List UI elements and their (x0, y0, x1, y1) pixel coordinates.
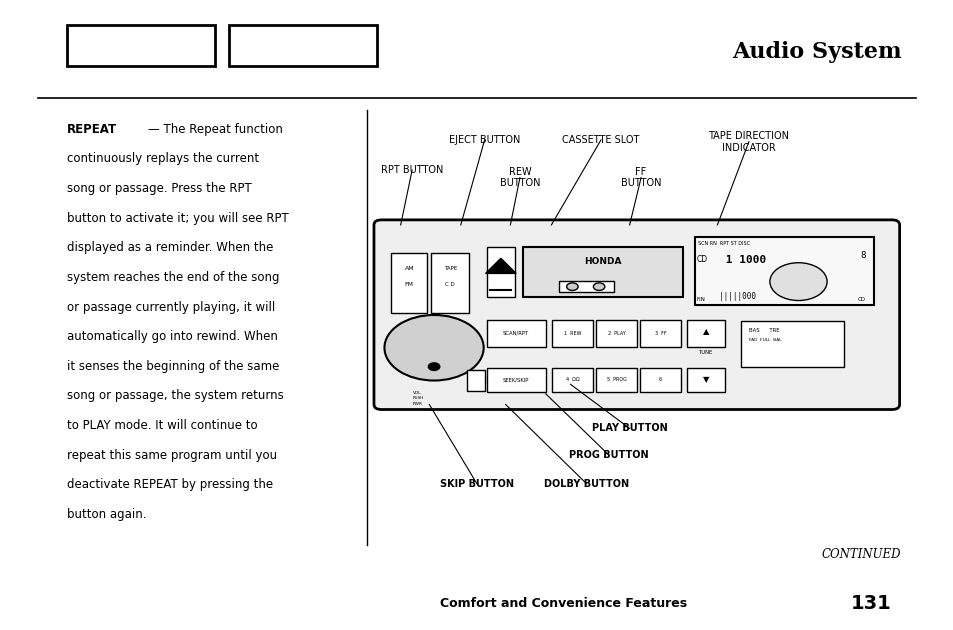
Bar (391, 253, 427, 313)
Text: 1 1000: 1 1000 (719, 255, 766, 265)
Circle shape (769, 263, 826, 301)
Circle shape (566, 283, 578, 290)
Text: TUNE: TUNE (699, 350, 712, 355)
Bar (639, 368, 680, 392)
Text: EJECT BUTTON: EJECT BUTTON (449, 135, 519, 145)
Text: PWR: PWR (413, 402, 422, 406)
Text: VOL: VOL (413, 391, 421, 394)
Text: SCN RN  RPT ST DISC: SCN RN RPT ST DISC (698, 241, 750, 246)
Text: SCAN/RPT: SCAN/RPT (502, 331, 529, 336)
Text: TAPE: TAPE (443, 266, 456, 271)
FancyBboxPatch shape (374, 220, 899, 410)
Text: system reaches the end of the song: system reaches the end of the song (67, 271, 279, 284)
Text: CONTINUED: CONTINUED (821, 548, 901, 561)
Text: 5  PROG: 5 PROG (606, 377, 626, 382)
Text: to PLAY mode. It will continue to: to PLAY mode. It will continue to (67, 419, 257, 432)
Text: CD: CD (858, 297, 865, 302)
Circle shape (769, 329, 826, 367)
Bar (686, 368, 724, 392)
Text: PUSH: PUSH (413, 396, 424, 400)
Text: 1  REW: 1 REW (563, 331, 581, 336)
Bar (740, 321, 843, 367)
Bar (596, 320, 637, 347)
Text: SKIP BUTTON: SKIP BUTTON (439, 479, 514, 489)
Bar (639, 320, 680, 347)
Text: deactivate REPEAT by pressing the: deactivate REPEAT by pressing the (67, 478, 273, 491)
Bar (67, 25, 214, 66)
Bar (467, 370, 484, 391)
Text: 2  PLAY: 2 PLAY (607, 331, 625, 336)
Circle shape (384, 315, 483, 381)
Text: button again.: button again. (67, 508, 146, 521)
Bar (558, 281, 614, 292)
Polygon shape (485, 258, 516, 273)
Bar (431, 253, 469, 313)
Text: or passage currently playing, it will: or passage currently playing, it will (67, 301, 274, 314)
Bar (694, 237, 873, 305)
Text: Audio System: Audio System (731, 41, 901, 63)
Text: BAS      TRE: BAS TRE (748, 328, 779, 333)
Text: C D: C D (445, 282, 455, 287)
Text: 4  ΩΩ: 4 ΩΩ (565, 377, 579, 382)
Text: HONDA: HONDA (583, 256, 621, 266)
Text: DOLBY BUTTON: DOLBY BUTTON (543, 479, 629, 489)
Text: it senses the beginning of the same: it senses the beginning of the same (67, 360, 279, 373)
Text: ▲: ▲ (702, 328, 708, 336)
Circle shape (428, 363, 439, 370)
Bar (486, 320, 545, 347)
Text: displayed as a reminder. When the: displayed as a reminder. When the (67, 241, 273, 255)
Text: FF
BUTTON: FF BUTTON (620, 167, 660, 188)
Text: |||||000: |||||000 (719, 292, 756, 301)
Bar (486, 368, 545, 392)
Text: PLAY BUTTON: PLAY BUTTON (591, 423, 667, 433)
Text: Comfort and Convenience Features: Comfort and Convenience Features (439, 597, 686, 610)
Text: PROG BUTTON: PROG BUTTON (568, 450, 648, 460)
Text: — The Repeat function: — The Repeat function (148, 123, 282, 136)
Text: automatically go into rewind. When: automatically go into rewind. When (67, 330, 277, 343)
Text: 3  FF: 3 FF (654, 331, 666, 336)
Text: song or passage. Press the RPT: song or passage. Press the RPT (67, 182, 252, 195)
Text: 131: 131 (850, 594, 891, 613)
Text: FIN: FIN (696, 297, 704, 302)
Bar (486, 247, 515, 297)
Text: RPT BUTTON: RPT BUTTON (380, 165, 443, 175)
Text: FAD  FULL  BAL: FAD FULL BAL (748, 338, 781, 342)
Text: REW
BUTTON: REW BUTTON (499, 167, 539, 188)
Text: FM: FM (404, 282, 414, 287)
Text: button to activate it; you will see RPT: button to activate it; you will see RPT (67, 212, 288, 225)
Text: repeat this same program until you: repeat this same program until you (67, 449, 276, 462)
Bar (229, 25, 376, 66)
Circle shape (593, 283, 604, 290)
Bar (552, 368, 593, 392)
Text: continuously replays the current: continuously replays the current (67, 152, 258, 166)
Text: TAPE DIRECTION
INDICATOR: TAPE DIRECTION INDICATOR (708, 131, 788, 152)
Text: song or passage, the system returns: song or passage, the system returns (67, 389, 283, 403)
Text: REPEAT: REPEAT (67, 123, 117, 136)
Bar (522, 247, 682, 297)
Text: SEEK/SKIP: SEEK/SKIP (502, 377, 529, 382)
Text: CASSETTE SLOT: CASSETTE SLOT (561, 135, 639, 145)
Text: 6: 6 (659, 377, 661, 382)
Bar (686, 320, 724, 347)
Text: 8: 8 (860, 251, 865, 260)
Bar (552, 320, 593, 347)
Text: ▼: ▼ (702, 375, 708, 384)
Bar (596, 368, 637, 392)
Text: CD: CD (696, 255, 707, 263)
Text: AM: AM (404, 266, 414, 271)
